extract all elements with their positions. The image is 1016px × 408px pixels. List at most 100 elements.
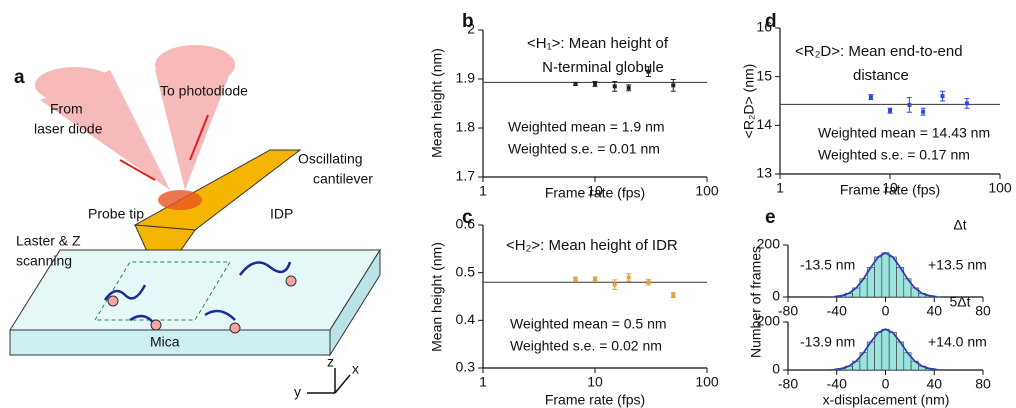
label: IDP <box>270 206 293 222</box>
point <box>612 282 617 287</box>
point <box>626 275 631 280</box>
laser-spot <box>158 190 202 210</box>
annotation: 5Δt <box>949 294 970 310</box>
scan-area <box>94 261 231 321</box>
x-axis-label: Frame rate (fps) <box>545 392 645 408</box>
x-axis-label: Frame rate (fps) <box>840 182 940 198</box>
annotation: Weighted s.e. = 0.01 nm <box>508 141 660 157</box>
y-tick-label: 13 <box>756 165 772 181</box>
label: Probe tip <box>88 206 144 222</box>
label: z <box>327 354 334 370</box>
label: Mica <box>150 334 180 350</box>
mica-side <box>329 248 381 357</box>
x-axis-label: Frame rate (fps) <box>545 185 645 201</box>
y-tick-label: 0.3 <box>456 359 476 375</box>
point <box>888 108 892 113</box>
x-tick-label: 0 <box>882 376 890 392</box>
axis-x <box>334 374 351 394</box>
y-tick-label: 16 <box>756 19 772 35</box>
point <box>573 276 578 281</box>
label: scanning <box>16 253 72 269</box>
y-tick-label: 200 <box>757 236 781 252</box>
histogram-bar <box>874 332 883 371</box>
panel-label: a <box>14 67 25 88</box>
label: x <box>352 361 359 377</box>
x-tick-label: 80 <box>975 376 991 392</box>
panel-label: c <box>462 207 473 228</box>
x-tick-label: -80 <box>778 303 798 319</box>
y-tick-label: 0.5 <box>456 263 476 279</box>
y-axis-label: Number of frames <box>748 246 764 358</box>
x-tick-label: 100 <box>695 183 719 199</box>
y-tick-label: 1.7 <box>456 168 476 184</box>
point <box>646 280 651 285</box>
beam-end <box>155 45 235 85</box>
globule <box>150 319 162 331</box>
y-tick-label: 0 <box>772 288 780 304</box>
label: y <box>294 384 301 400</box>
globule <box>107 295 119 307</box>
label: laser diode <box>34 121 103 137</box>
idp-chain <box>239 261 292 276</box>
annotation: Weighted mean = 0.5 nm <box>510 316 667 332</box>
x-tick-label: -80 <box>778 376 798 392</box>
arrow <box>119 159 156 181</box>
idp-chain <box>204 309 236 321</box>
annotation: Weighted mean = 14.43 nm <box>818 125 990 141</box>
panel-label: d <box>765 11 777 32</box>
annotation: -13.9 nm <box>800 334 855 350</box>
panel-title: <H₂>: Mean height of IDR <box>506 237 678 254</box>
y-axis-label: Mean height (nm) <box>429 48 445 158</box>
histogram-bar <box>881 328 890 371</box>
annotation: Weighted s.e. = 0.02 nm <box>510 338 662 354</box>
point <box>593 81 597 86</box>
y-tick-label: 200 <box>757 313 781 329</box>
y-tick-label: 0.4 <box>456 311 476 327</box>
point <box>593 276 597 281</box>
annotation: -13.5 nm <box>800 257 855 273</box>
annotation: Weighted s.e. = 0.17 nm <box>818 147 970 163</box>
globule <box>285 275 297 287</box>
x-tick-label: 40 <box>926 376 942 392</box>
schematic: a From laser diode To photodiode Oscilla… <box>9 45 381 400</box>
annotation: +13.5 nm <box>928 257 987 273</box>
idp-chain <box>103 284 147 301</box>
y-tick-label: 2 <box>467 21 475 37</box>
y-axis-label: Mean height (nm) <box>429 242 445 352</box>
histogram-bar <box>874 256 883 298</box>
point <box>907 102 912 107</box>
x-tick-label: 1 <box>479 183 487 199</box>
fit-curve <box>834 328 937 371</box>
point <box>671 83 676 88</box>
y-tick-label: 14 <box>756 116 772 132</box>
panel-title: N-terminal globule <box>542 59 664 76</box>
x-tick-label: 1 <box>776 180 784 196</box>
point <box>612 84 617 89</box>
reflected-beam <box>155 60 235 190</box>
histogram-bar <box>881 252 890 298</box>
label: cantilever <box>313 171 373 187</box>
annotation: +14.0 nm <box>928 334 987 350</box>
point <box>964 101 969 106</box>
point <box>921 109 926 114</box>
histogram-bar <box>888 256 897 298</box>
panel-title: <R₂D>: Mean end-to-end <box>795 43 963 60</box>
x-tick-label: 40 <box>926 303 942 319</box>
x-tick-label: 10 <box>587 374 603 390</box>
arrow <box>189 114 209 161</box>
x-tick-label: 0 <box>882 303 890 319</box>
y-tick-label: 0 <box>772 361 780 377</box>
point <box>868 95 873 100</box>
x-tick-label: -40 <box>827 376 847 392</box>
y-axis-label: <R₂D> (nm) <box>741 64 757 139</box>
label: Laster & Z <box>16 233 81 249</box>
point <box>671 293 676 298</box>
annotation: Δt <box>953 217 966 233</box>
histogram-bar <box>888 332 897 371</box>
panel-title: distance <box>853 67 909 84</box>
label: Oscillating <box>298 151 363 167</box>
x-tick-label: 80 <box>975 303 991 319</box>
x-tick-label: 100 <box>988 180 1012 196</box>
panel-title: <H₁>: Mean height of <box>527 35 669 52</box>
x-tick-label: 10 <box>882 180 898 196</box>
